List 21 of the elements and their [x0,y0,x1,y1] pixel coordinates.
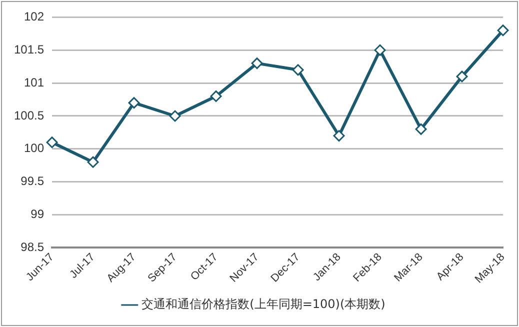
legend-label: 交通和通信价格指数(上年同期=100)(本期数) [142,297,386,312]
point [292,64,304,76]
point [333,130,345,142]
y-tick-label: 101 [24,75,44,90]
y-tick-label: 98.5 [20,240,44,254]
point [210,90,222,102]
point [415,123,427,135]
y-tick-label: 100.5 [14,108,44,122]
point [456,70,468,82]
y-tick-label: 102 [24,10,44,24]
point [46,136,58,148]
y-tick-label: 101.5 [14,42,44,56]
y-tick-label: 99 [30,207,44,222]
y-tick-label: 100 [24,141,44,156]
point [497,24,509,36]
point [169,110,181,122]
y-tick-label: 99.5 [20,174,44,188]
point [251,58,263,70]
point [374,44,386,56]
point [87,156,99,168]
point [128,97,140,109]
